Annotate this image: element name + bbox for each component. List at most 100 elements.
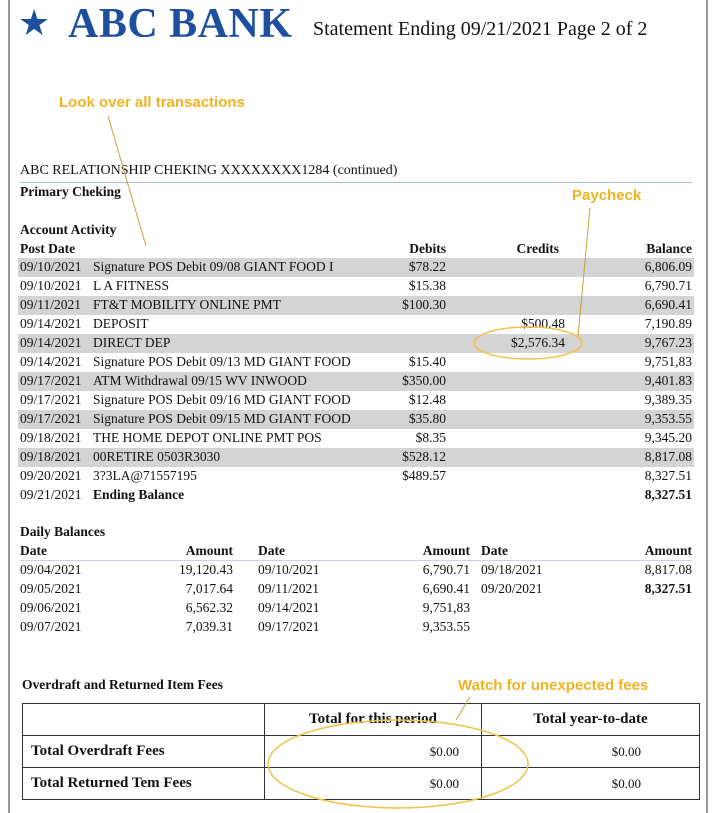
header-credits: Credits [516, 241, 560, 256]
activity-header-row: Post Date Debits Credits Balance [18, 240, 694, 259]
daily-header-row: Date Amount Date Amount Date Amount [18, 542, 694, 561]
daily-header-date: Date [481, 543, 508, 558]
annotation-pointer-line [455, 696, 471, 721]
transaction-description: Signature POS Debit 09/15 MD GIANT FOOD [93, 411, 351, 426]
transaction-description: THE HOME DEPOT ONLINE PMT POS [93, 430, 322, 445]
transaction-description: Signature POS Debit 09/08 GIANT FOOD I [93, 259, 334, 274]
header-post-date: Post Date [20, 241, 76, 256]
transaction-row: 09/10/2021 Signature POS Debit 09/08 GIAN… [18, 258, 694, 277]
transaction-date: 09/17/2021 [20, 373, 82, 388]
transaction-description: FT&T MOBILITY ONLINE PMT [93, 297, 281, 312]
annotation-pointer-line [577, 207, 591, 337]
account-subtitle: Primary Cheking [20, 184, 121, 199]
transaction-row: 09/17/2021 ATM Withdrawal 09/15 WV INWOOD… [18, 372, 694, 391]
daily-amount: 6,562.32 [185, 600, 233, 615]
daily-header-date: Date [258, 543, 285, 558]
daily-date: 09/20/2021 [481, 581, 543, 596]
transaction-debit: $15.38 [408, 278, 446, 293]
daily-date: 09/07/2021 [20, 619, 82, 634]
daily-balance-row: 09/05/2021 7,017.64 09/11/2021 6,690.41 09/2… [18, 580, 694, 599]
ending-balance: 8,327.51 [644, 487, 692, 502]
transaction-balance: 9,767.23 [644, 335, 692, 350]
transaction-row: 09/10/2021 L A FITNESS $15.38 6,790.71 [18, 277, 694, 296]
transaction-description: Signature POS Debit 09/16 MD GIANT FOOD [93, 392, 351, 407]
transaction-description: DIRECT DEP [93, 335, 171, 350]
transaction-row: 09/14/2021 Signature POS Debit 09/13 MD G… [18, 353, 694, 372]
transaction-debit: $350.00 [402, 373, 446, 388]
transaction-date: 09/17/2021 [20, 392, 82, 407]
header-debits: Debits [409, 241, 446, 256]
daily-header-amount: Amount [185, 543, 233, 558]
header-balance: Balance [646, 241, 692, 256]
daily-amount: 8,817.08 [644, 562, 692, 577]
daily-balance-row: 09/06/2021 6,562.32 09/14/2021 9,751,83 [18, 599, 694, 618]
daily-header-date: Date [20, 543, 47, 558]
divider [20, 560, 692, 561]
transaction-balance: 8,817.08 [644, 449, 692, 464]
daily-header-amount: Amount [644, 543, 692, 558]
transaction-debit: $78.22 [408, 259, 446, 274]
transaction-date: 09/14/2021 [20, 316, 82, 331]
daily-balance-row: 09/07/2021 7,039.31 09/17/2021 9,353.55 [18, 618, 694, 637]
transaction-debit: $100.30 [402, 297, 446, 312]
transaction-date: 09/11/2021 [20, 297, 82, 312]
fees-ytd: $0.00 [481, 735, 700, 768]
annotation-fees: Watch for unexpected fees [458, 677, 649, 694]
transaction-description: 00RETIRE 0503R3030 [93, 449, 221, 464]
transaction-balance: 9,751,83 [644, 354, 692, 369]
daily-balance-row: 09/04/2021 19,120.43 09/10/2021 6,790.71 09/… [18, 561, 694, 580]
transaction-date: 09/20/2021 [20, 468, 82, 483]
transaction-description: DEPOSIT [93, 316, 149, 331]
fees-label: Total Returned Tem Fees [22, 767, 265, 800]
annotation-look-over: Look over all transactions [59, 94, 245, 111]
daily-amount: 7,017.64 [185, 581, 233, 596]
transaction-date: 09/14/2021 [20, 335, 82, 350]
transaction-row: 09/11/2021 FT&T MOBILITY ONLINE PMT $100.3… [18, 296, 694, 315]
transaction-date: 09/18/2021 [20, 449, 82, 464]
transaction-debit: $15.40 [408, 354, 446, 369]
transaction-date: 09/14/2021 [20, 354, 82, 369]
transaction-balance: 6,790.71 [644, 278, 692, 293]
transaction-balance: 9,389.35 [644, 392, 692, 407]
bank-logo-text: ABC BANK [68, 1, 293, 47]
transaction-balance: 7,190.89 [644, 316, 692, 331]
fees-table: Total for this period Total year-to-date… [22, 703, 700, 800]
transaction-credit: $2,576.34 [511, 335, 565, 350]
fees-ytd: $0.00 [481, 767, 700, 800]
divider [20, 182, 692, 183]
ending-balance-row: 09/21/2021 Ending Balance 8,327.51 [18, 486, 694, 505]
daily-amount: 8,327.51 [644, 581, 692, 596]
transaction-balance: 6,806.09 [644, 259, 692, 274]
daily-date: 09/14/2021 [258, 600, 320, 615]
transaction-balance: 6,690.41 [644, 297, 692, 312]
daily-amount: 7,039.31 [185, 619, 233, 634]
transaction-row: 09/18/2021 THE HOME DEPOT ONLINE PMT POS $… [18, 429, 694, 448]
transaction-row: 09/14/2021 DIRECT DEP $2,576.34 9,767.23 [18, 334, 694, 353]
fees-header-row: Total for this period Total year-to-date [22, 703, 700, 736]
transaction-row: 09/17/2021 Signature POS Debit 09/15 MD G… [18, 410, 694, 429]
ending-date: 09/21/2021 [20, 487, 82, 502]
transaction-balance: 9,353.55 [644, 411, 692, 426]
daily-date: 09/10/2021 [258, 562, 320, 577]
section-fees: Overdraft and Returned Item Fees [22, 677, 223, 692]
transaction-description: Signature POS Debit 09/13 MD GIANT FOOD [93, 354, 351, 369]
transaction-row: 09/18/2021 00RETIRE 0503R3030 $528.12 8,817… [18, 448, 694, 467]
daily-date: 09/04/2021 [20, 562, 82, 577]
account-title: ABC RELATIONSHIP CHEKING XXXXXXXX1284 (c… [20, 163, 398, 178]
transaction-date: 09/10/2021 [20, 259, 82, 274]
transaction-description: ATM Withdrawal 09/15 WV INWOOD [93, 373, 307, 388]
fees-col-ytd: Total year-to-date [481, 703, 700, 736]
transaction-row: 09/14/2021 DEPOSIT $500.48 7,190.89 [18, 315, 694, 334]
daily-date: 09/05/2021 [20, 581, 82, 596]
transaction-row: 09/20/2021 3?3LA@71557195 $489.57 8,327.51 [18, 467, 694, 486]
daily-header-amount: Amount [422, 543, 470, 558]
daily-amount: 6,790.71 [422, 562, 470, 577]
fees-highlight-ellipse [267, 719, 529, 809]
transaction-balance: 9,401.83 [644, 373, 692, 388]
transaction-debit: $528.12 [402, 449, 446, 464]
daily-amount: 6,690.41 [422, 581, 470, 596]
statement-info: Statement Ending 09/21/2021 Page 2 of 2 [313, 18, 648, 40]
transaction-debit: $489.57 [402, 468, 446, 483]
